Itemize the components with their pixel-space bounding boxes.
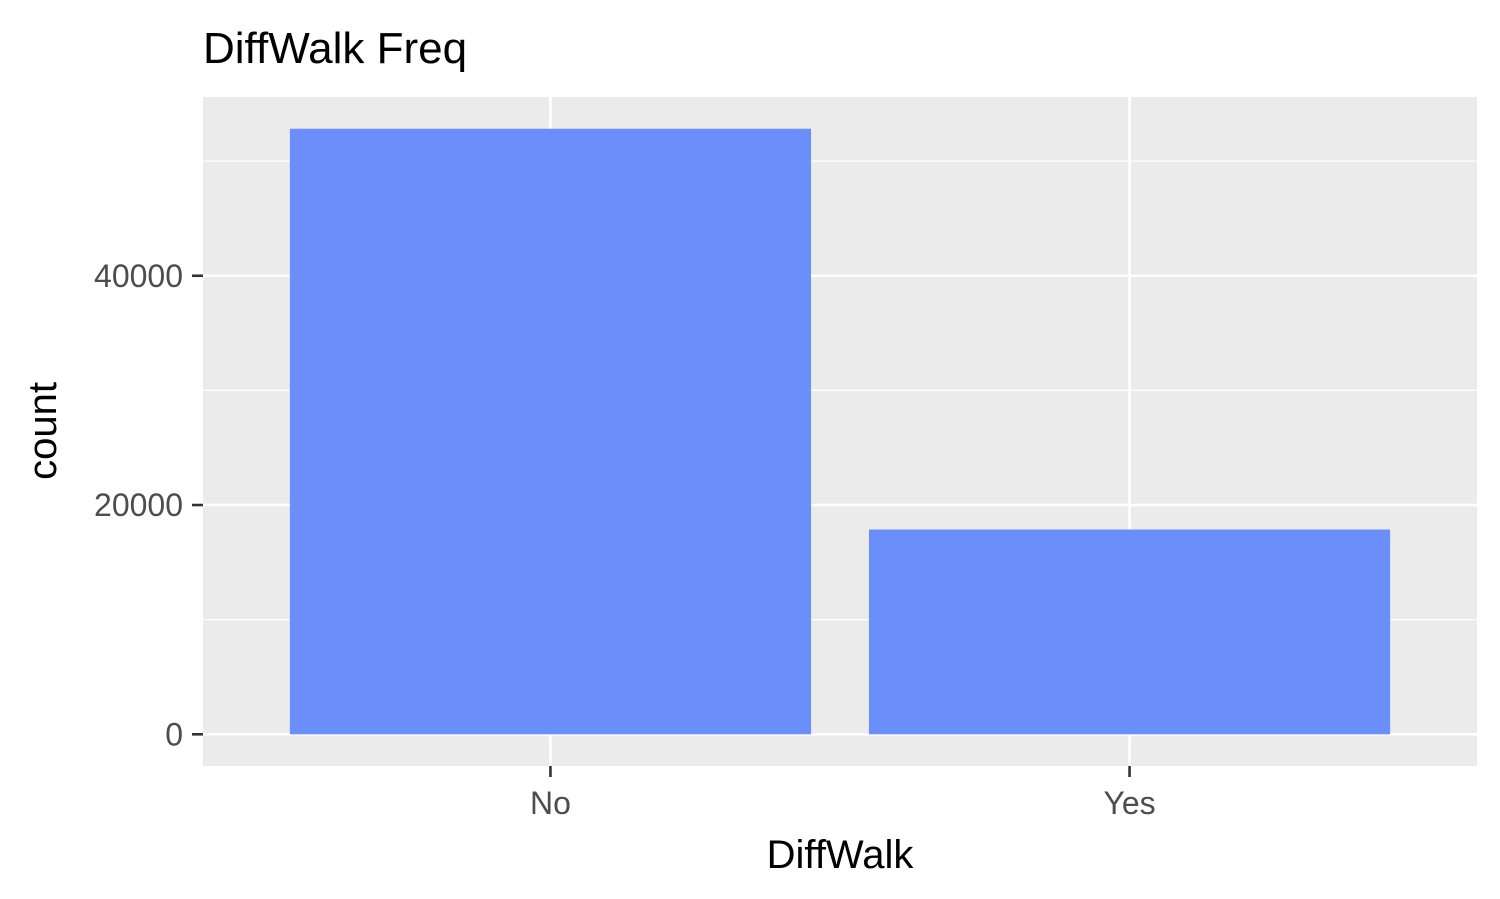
x-axis-title: DiffWalk	[767, 833, 915, 877]
bar-no	[289, 128, 812, 735]
x-tick-label: Yes	[1103, 785, 1155, 821]
y-tick-label: 0	[165, 716, 183, 752]
chart-title: DiffWalk Freq	[203, 24, 467, 73]
x-tick-label: No	[530, 785, 571, 821]
y-tick-label: 20000	[94, 487, 183, 523]
bars	[289, 128, 1391, 735]
y-axis-title: count	[21, 382, 65, 480]
x-axis: No Yes	[530, 766, 1156, 821]
bar-yes	[868, 529, 1391, 735]
y-axis: 0 20000 40000	[94, 258, 203, 752]
y-tick-label: 40000	[94, 258, 183, 294]
